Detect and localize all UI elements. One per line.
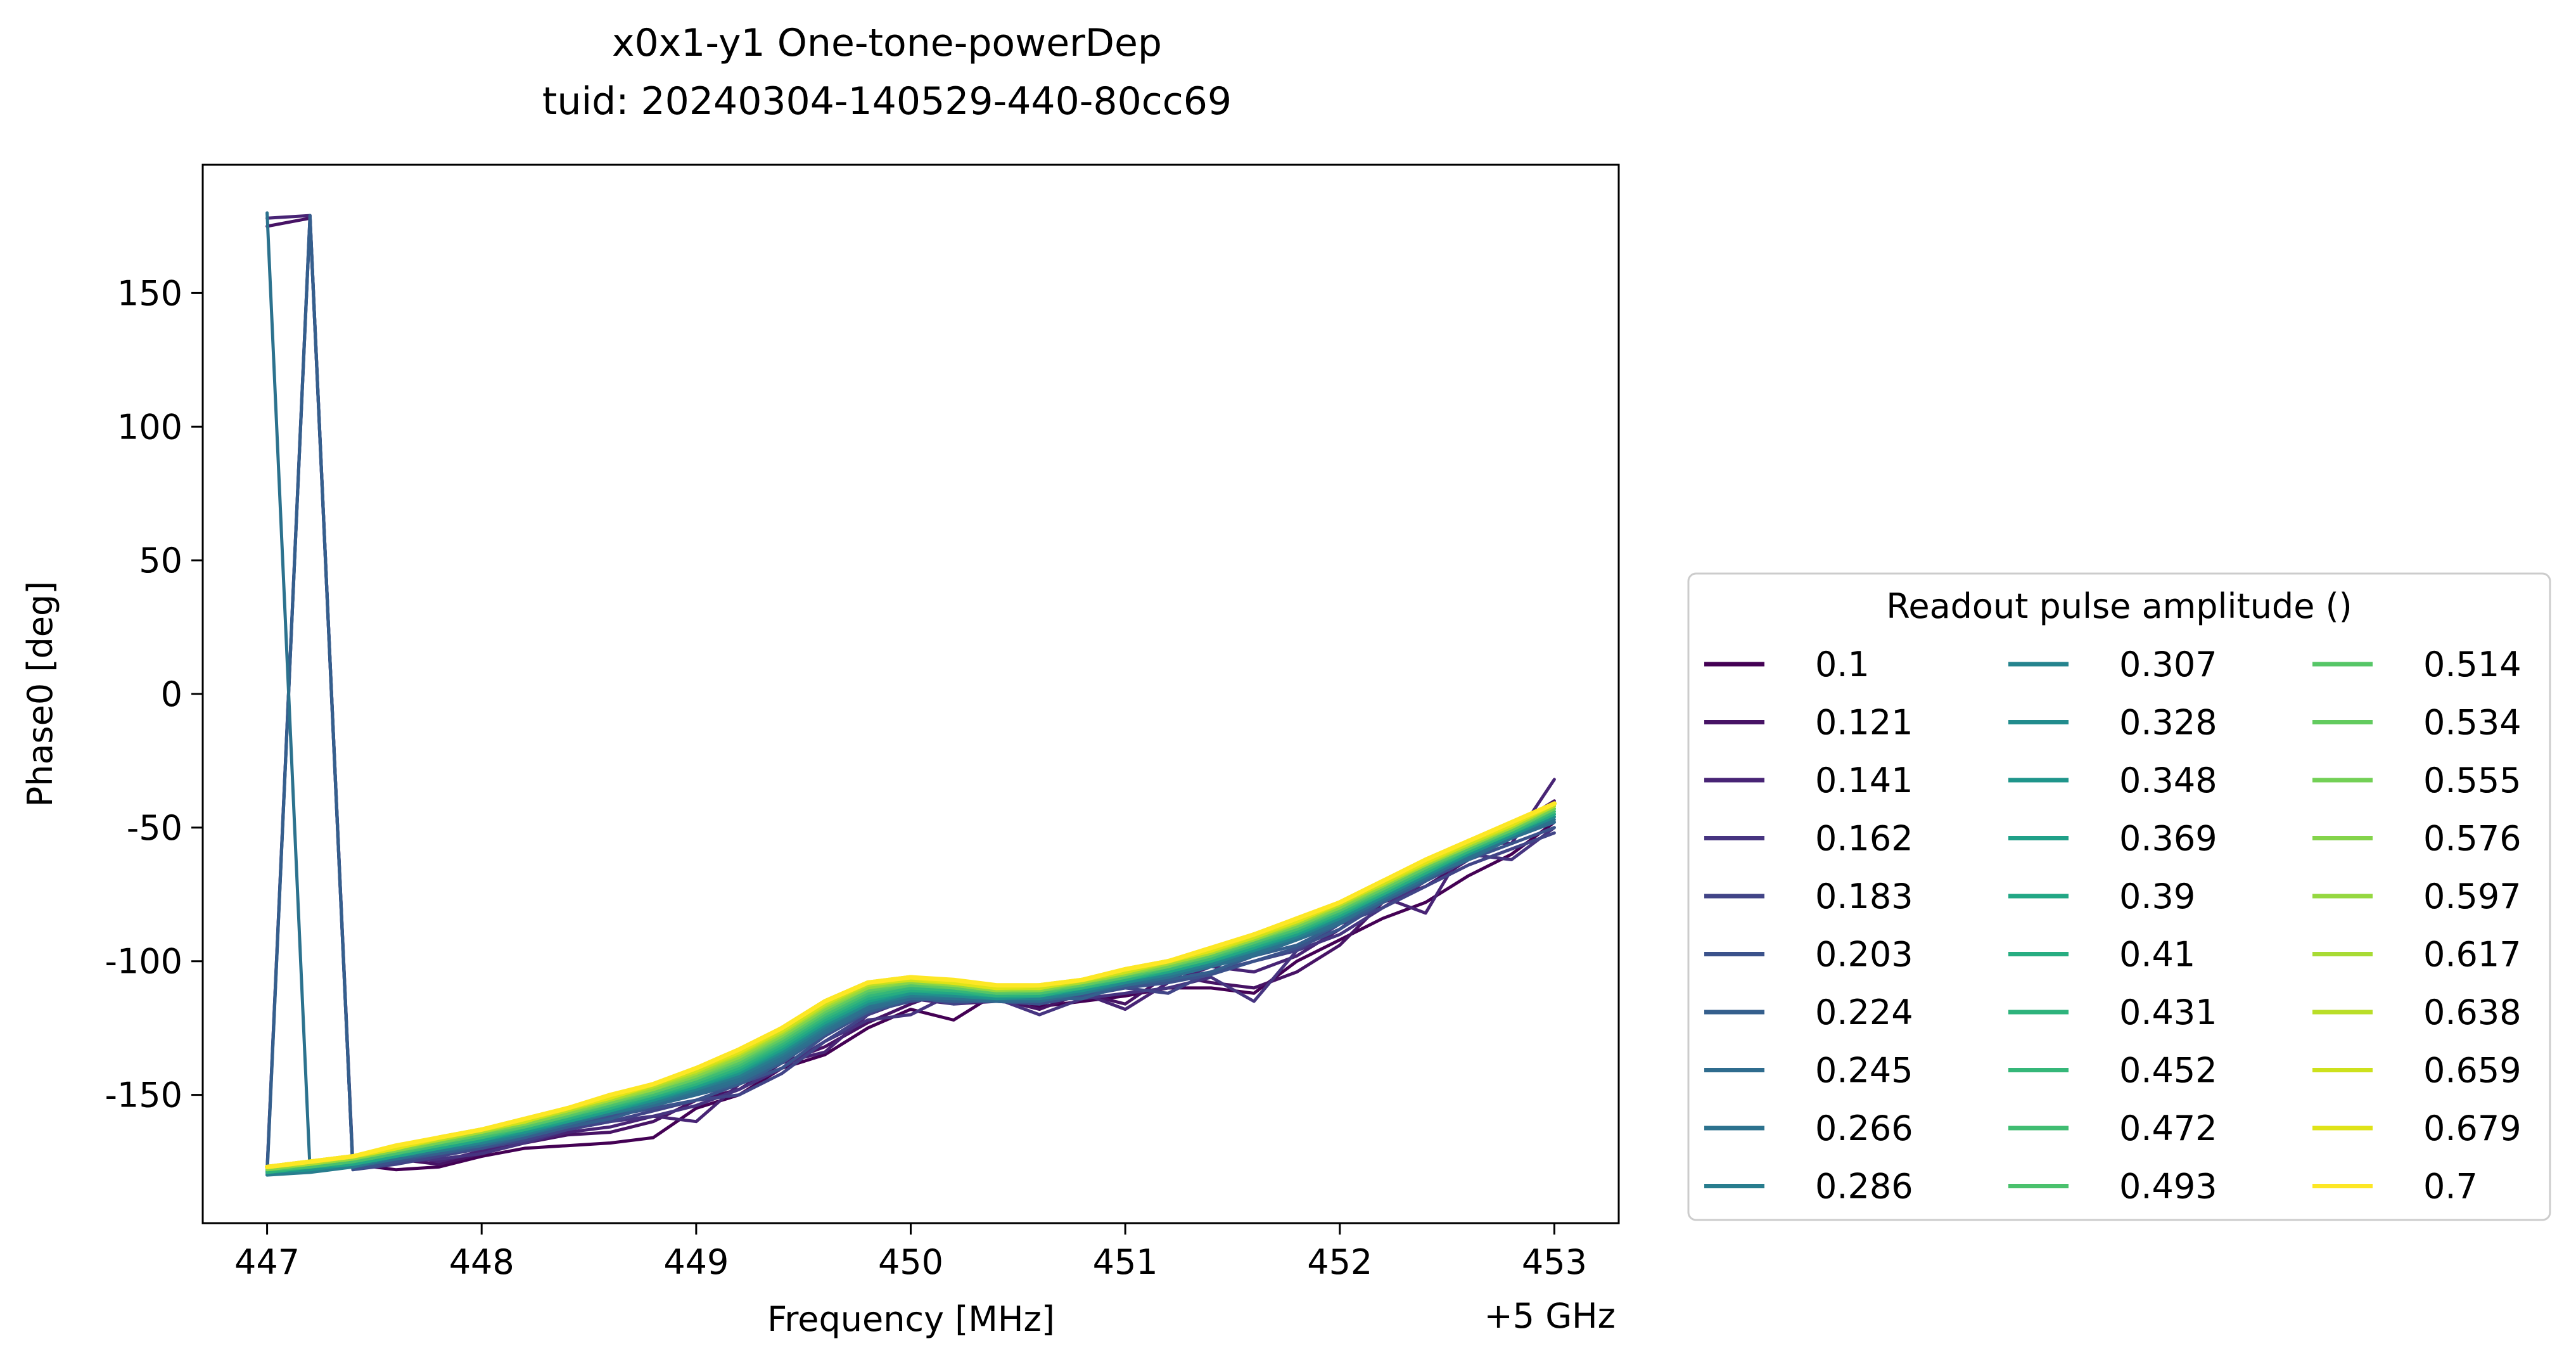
x-tick-label: 448 (449, 1242, 514, 1282)
x-tick-label: 452 (1307, 1242, 1372, 1282)
x-axis: 447 448 449 450 451 452 453 (234, 1223, 1587, 1282)
legend-label: 0.597 (2423, 876, 2522, 916)
legend-label: 0.203 (1815, 935, 1913, 975)
legend-label: 0.472 (2119, 1108, 2217, 1148)
x-axis-label: Frequency [MHz] (767, 1299, 1055, 1339)
series-layer (265, 211, 1557, 1177)
legend-label: 0.266 (1815, 1108, 1913, 1148)
y-axis: 150 100 50 0 -50 -100 -150 (105, 273, 203, 1115)
chart-title: x0x1-y1 One-tone-powerDep (612, 21, 1162, 65)
x-tick-label: 451 (1093, 1242, 1158, 1282)
legend-label: 0.328 (2119, 703, 2217, 743)
legend-frame (1687, 572, 2551, 1221)
chart-subtitle: tuid: 20240304-140529-440-80cc69 (542, 79, 1232, 124)
legend-label: 0.348 (2119, 761, 2217, 800)
legend-label: 0.452 (2119, 1051, 2217, 1091)
legend-label: 0.369 (2119, 819, 2217, 859)
legend-label: 0.638 (2423, 992, 2522, 1032)
legend-label: 0.534 (2423, 703, 2522, 743)
legend-label: 0.7 (2423, 1167, 2478, 1207)
y-tick-label: -150 (105, 1075, 182, 1115)
x-tick-label: 453 (1522, 1242, 1587, 1282)
legend-label: 0.224 (1815, 992, 1913, 1032)
legend-label: 0.141 (1815, 761, 1913, 800)
legend-label: 0.514 (2423, 645, 2522, 684)
legend-label: 0.679 (2423, 1108, 2522, 1148)
legend: Readout pulse amplitude () 0.1 0.121 0.141… (1687, 572, 2551, 1221)
series-line-3 (265, 214, 1556, 1172)
legend-label: 0.555 (2423, 761, 2522, 800)
y-axis-label: Phase0 [deg] (20, 581, 60, 807)
legend-label: 0.162 (1815, 819, 1913, 859)
y-tick-label: 50 (139, 541, 182, 581)
x-tick-label: 447 (234, 1242, 300, 1282)
legend-label: 0.617 (2423, 935, 2522, 975)
series-line-5 (265, 216, 1556, 1174)
y-tick-label: 0 (161, 674, 182, 714)
legend-label: 0.39 (2119, 876, 2195, 916)
legend-label: 0.659 (2423, 1051, 2522, 1091)
legend-label: 0.576 (2423, 819, 2522, 859)
legend-label: 0.493 (2119, 1167, 2217, 1207)
legend-label: 0.431 (2119, 992, 2217, 1032)
legend-title: Readout pulse amplitude () (1886, 586, 2352, 626)
series-line-0 (265, 820, 1556, 1174)
legend-label: 0.245 (1815, 1051, 1913, 1091)
legend-label: 0.1 (1815, 645, 1870, 684)
legend-label: 0.41 (2119, 935, 2195, 975)
y-tick-label: 150 (117, 273, 182, 313)
series-line-29 (265, 801, 1557, 1169)
x-tick-label: 450 (878, 1242, 943, 1282)
y-tick-label: -100 (105, 942, 182, 982)
legend-label: 0.307 (2119, 645, 2217, 684)
legend-entries: 0.1 0.121 0.141 0.162 0.183 0.203 0.224 0.245 0.… (1704, 645, 2522, 1207)
x-tick-label: 449 (663, 1242, 729, 1282)
legend-label: 0.121 (1815, 703, 1913, 743)
x-offset-label: +5 GHz (1484, 1296, 1616, 1336)
series-line-7 (265, 820, 1556, 1174)
y-tick-label: 100 (117, 407, 182, 447)
y-tick-label: -50 (127, 808, 182, 848)
legend-label: 0.286 (1815, 1167, 1913, 1207)
legend-label: 0.183 (1815, 876, 1913, 916)
